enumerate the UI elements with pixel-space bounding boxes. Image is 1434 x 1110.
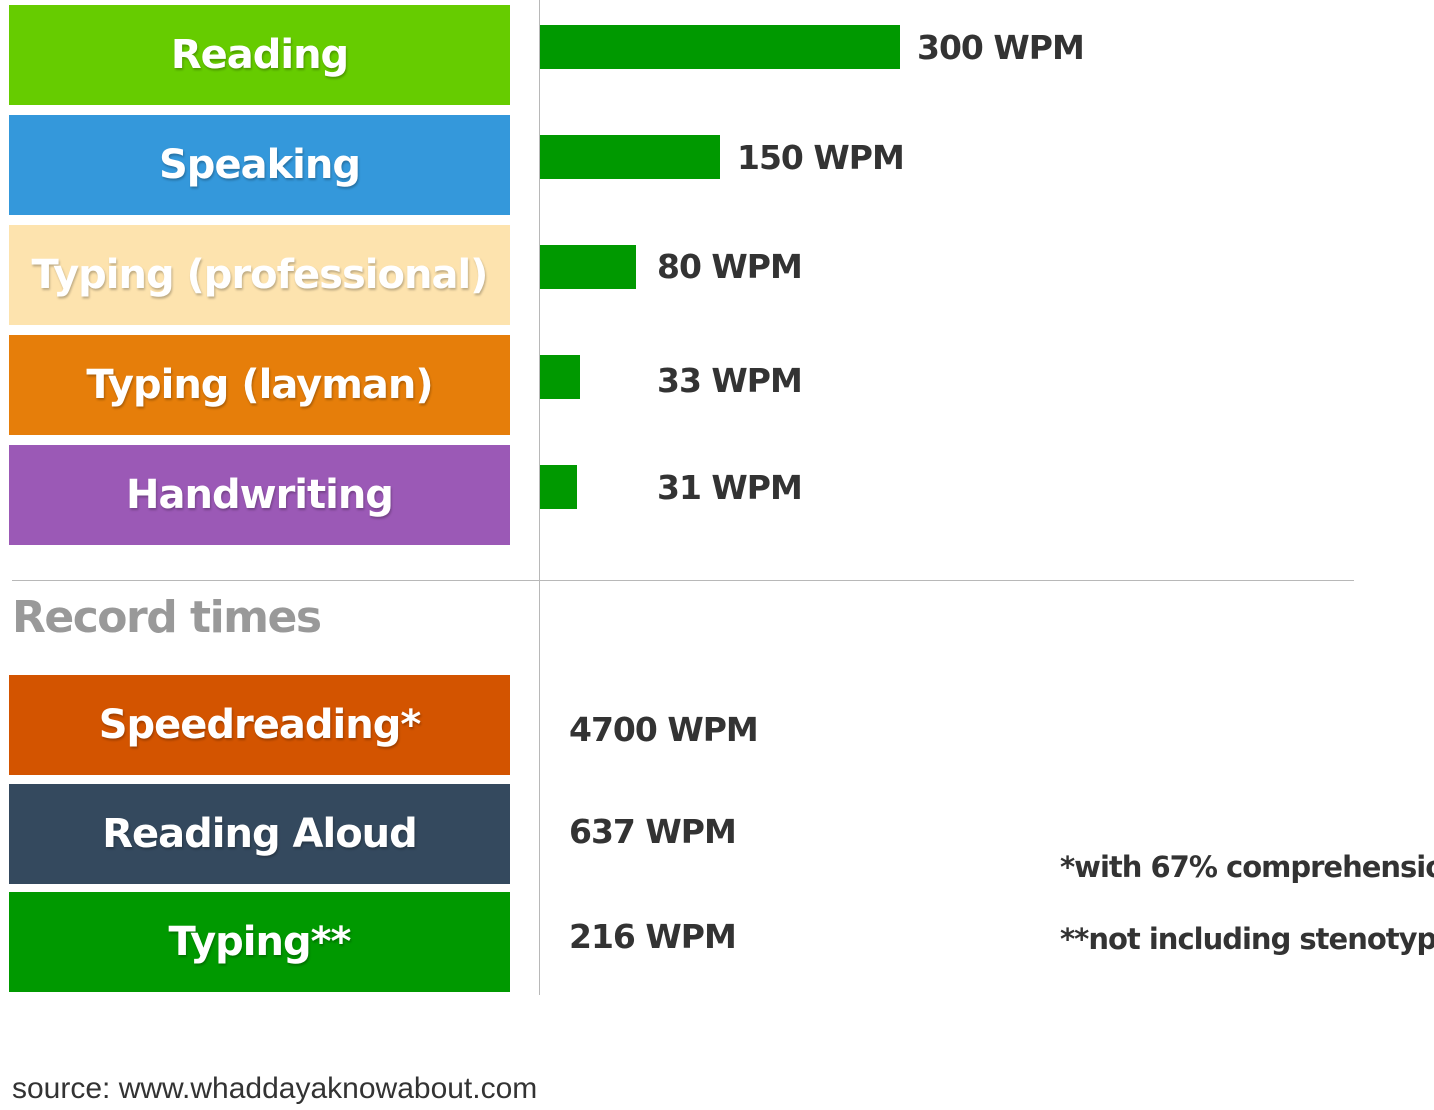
record-label-reading-aloud: Reading Aloud [9,784,510,884]
axis-line [539,0,540,995]
bar-typing-layman [540,355,580,399]
value-label-reading: 300 WPM [917,28,1085,67]
record-value-speedreading: 4700 WPM [569,710,759,749]
category-label-typing-layman: Typing (layman) [9,335,510,435]
value-label-speaking: 150 WPM [737,138,905,177]
footnote-comprehension: *with 67% comprehension [1060,850,1434,884]
section-title: Record times [12,592,322,643]
value-label-typing-professional: 80 WPM [657,247,803,286]
bar-reading [540,25,900,69]
record-label-typing: Typing** [9,892,510,992]
footnote-stenotype: **not including stenotype [1060,922,1434,956]
category-label-speaking: Speaking [9,115,510,215]
record-value-reading-aloud: 637 WPM [569,812,737,851]
category-label-handwriting: Handwriting [9,445,510,545]
section-divider [12,580,1354,581]
bar-typing-professional [540,245,636,289]
value-label-handwriting: 31 WPM [657,468,803,507]
bar-handwriting [540,465,577,509]
record-label-speedreading: Speedreading* [9,675,510,775]
record-value-typing: 216 WPM [569,917,737,956]
category-label-reading: Reading [9,5,510,105]
value-label-typing-layman: 33 WPM [657,361,803,400]
category-label-typing-professional: Typing (professional) [9,225,510,325]
bar-speaking [540,135,720,179]
source-credit: source: www.whaddayaknowabout.com [12,1072,538,1105]
